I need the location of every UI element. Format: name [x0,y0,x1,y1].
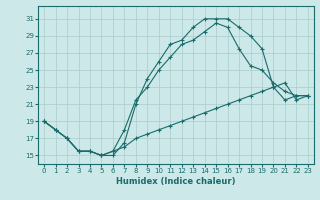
X-axis label: Humidex (Indice chaleur): Humidex (Indice chaleur) [116,177,236,186]
